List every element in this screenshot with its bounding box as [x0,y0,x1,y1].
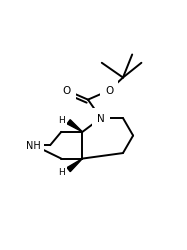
Text: N: N [97,114,105,124]
Text: O: O [63,86,71,96]
Polygon shape [67,159,82,172]
Text: O: O [105,86,113,96]
Polygon shape [67,120,82,132]
Text: H: H [58,167,65,176]
Text: NH: NH [26,140,41,150]
Text: H: H [58,116,65,125]
